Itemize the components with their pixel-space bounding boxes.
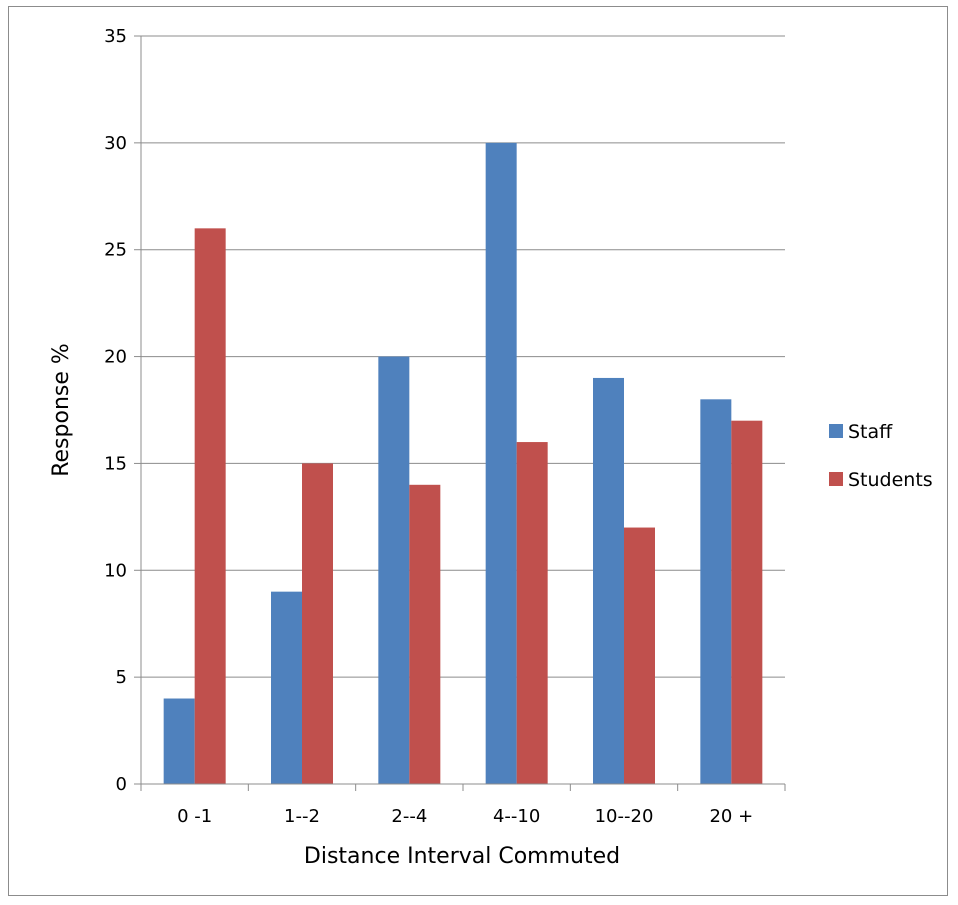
y-axis-title: Response % [49, 343, 74, 477]
bar-students-0 [194, 228, 226, 785]
y-tick-label: 0 [116, 774, 127, 795]
legend-label-staff: Staff [848, 421, 893, 443]
x-axis-title: Distance Interval Commuted [304, 844, 620, 869]
x-axis-ticks: 0 -1 1--2 2--4 4--10 10--20 20 + [140, 784, 786, 827]
bar-staff-4 [593, 377, 624, 784]
x-tick-label: 20 + [709, 806, 753, 827]
y-tick-label: 20 [104, 347, 127, 368]
y-tick-label: 5 [116, 667, 127, 688]
y-axis-ticks: 0 5 10 15 20 25 30 35 [104, 26, 141, 795]
bar-staff-0 [163, 698, 195, 784]
bar-staff-5 [700, 399, 732, 784]
bar-staff-2 [378, 356, 410, 784]
x-tick-label: 2--4 [391, 806, 427, 827]
bar-students-4 [624, 527, 655, 784]
legend-swatch-students [829, 472, 843, 486]
legend: Staff Students [829, 421, 933, 491]
gridlines [141, 35, 785, 678]
y-tick-label: 35 [104, 26, 127, 47]
x-tick-label: 1--2 [284, 806, 320, 827]
y-tick-label: 10 [104, 560, 127, 581]
bar-students-5 [731, 420, 763, 784]
y-tick-label: 30 [104, 133, 127, 154]
bar-students-2 [409, 484, 441, 784]
bar-students-1 [302, 463, 333, 784]
legend-label-students: Students [848, 469, 933, 491]
axes [140, 36, 785, 785]
bar-staff-3 [485, 142, 517, 784]
y-tick-label: 15 [104, 453, 127, 474]
y-tick-label: 25 [104, 240, 127, 261]
bar-staff-1 [271, 591, 302, 784]
bars [163, 142, 763, 785]
x-tick-label: 10--20 [595, 806, 654, 827]
bar-students-3 [516, 442, 548, 784]
x-tick-label: 4--10 [493, 806, 540, 827]
legend-swatch-staff [829, 424, 843, 438]
x-tick-label: 0 -1 [177, 806, 212, 827]
